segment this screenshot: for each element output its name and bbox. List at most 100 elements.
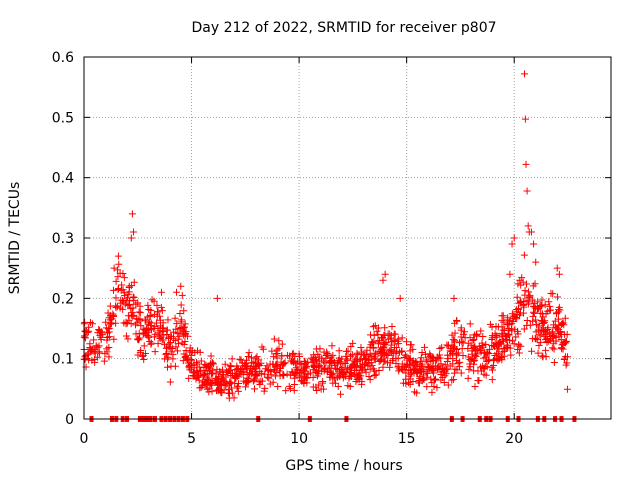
data-point [409, 345, 417, 353]
data-point [438, 343, 446, 351]
data-point [427, 352, 435, 360]
data-point [488, 335, 496, 343]
data-point [143, 328, 151, 336]
data-point [355, 371, 363, 379]
data-point [441, 372, 449, 380]
data-point [224, 368, 232, 376]
data-point [505, 331, 513, 339]
data-point [167, 333, 175, 341]
data-point [265, 366, 273, 374]
data-point [183, 356, 191, 364]
data-point [103, 348, 111, 356]
data-point [498, 323, 506, 331]
data-point [422, 356, 430, 364]
data-point [553, 293, 561, 301]
data-point [471, 342, 479, 350]
data-point [317, 363, 325, 371]
data-point [302, 367, 310, 375]
data-point [451, 343, 459, 351]
data-point [132, 300, 140, 308]
data-point [371, 367, 379, 375]
data-point [434, 366, 442, 374]
x-tick-label: 10 [290, 431, 308, 447]
data-point [376, 357, 384, 365]
data-point [263, 373, 271, 381]
data-point [427, 365, 435, 373]
data-point [271, 372, 279, 380]
data-point [540, 327, 548, 335]
data-point [344, 382, 352, 390]
data-point [136, 309, 144, 317]
data-point [561, 355, 569, 363]
data-point [423, 383, 431, 391]
data-point [483, 350, 491, 358]
data-point [255, 378, 263, 386]
data-point [218, 376, 226, 384]
data-point [244, 352, 252, 360]
data-point [114, 252, 122, 260]
data-point [498, 348, 506, 356]
data-point [313, 360, 321, 368]
data-point [560, 321, 568, 329]
data-point [440, 368, 448, 376]
data-point [470, 335, 478, 343]
data-point [553, 264, 561, 272]
data-point [357, 343, 365, 351]
data-point [106, 302, 114, 310]
data-point [245, 375, 253, 383]
data-point [106, 312, 114, 320]
data-point [102, 318, 110, 326]
data-point [228, 355, 236, 363]
data-point [227, 362, 235, 370]
data-point [243, 356, 250, 364]
data-point [197, 366, 205, 374]
data-point [499, 335, 507, 343]
data-point [387, 331, 395, 339]
data-point [174, 347, 182, 355]
data-point [553, 310, 561, 318]
data-point [539, 353, 547, 361]
data-point [383, 350, 391, 358]
data-point [545, 337, 553, 345]
data-point [161, 355, 169, 363]
data-point [282, 387, 290, 395]
data-point [260, 387, 268, 395]
data-point [204, 362, 212, 370]
data-point [194, 371, 202, 379]
data-point [520, 303, 528, 311]
data-point [273, 363, 281, 371]
data-point [326, 369, 334, 377]
data-point [379, 363, 387, 371]
data-point [243, 363, 251, 371]
data-point [524, 222, 532, 230]
data-point [311, 355, 319, 363]
data-point [270, 335, 278, 343]
data-point [533, 321, 541, 329]
data-point [450, 294, 458, 302]
data-point [482, 340, 490, 348]
data-point [290, 386, 298, 394]
data-point [518, 274, 526, 282]
data-point [457, 326, 465, 334]
data-point [471, 383, 479, 391]
data-point [250, 385, 258, 393]
data-point [407, 341, 415, 349]
data-point [243, 374, 251, 382]
data-point [482, 353, 490, 361]
data-point [406, 355, 414, 363]
data-point [526, 291, 534, 299]
data-point [264, 367, 272, 375]
data-point [433, 384, 441, 392]
data-point [403, 338, 411, 346]
data-point [365, 353, 373, 361]
data-point [539, 319, 547, 327]
y-tick-label: 0.6 [52, 50, 74, 66]
data-point [335, 347, 343, 355]
data-point [173, 320, 181, 328]
data-point [484, 349, 492, 357]
data-point [136, 315, 144, 323]
data-point [544, 324, 552, 332]
data-point [147, 339, 155, 347]
data-point [449, 375, 457, 383]
data-point [100, 357, 108, 365]
